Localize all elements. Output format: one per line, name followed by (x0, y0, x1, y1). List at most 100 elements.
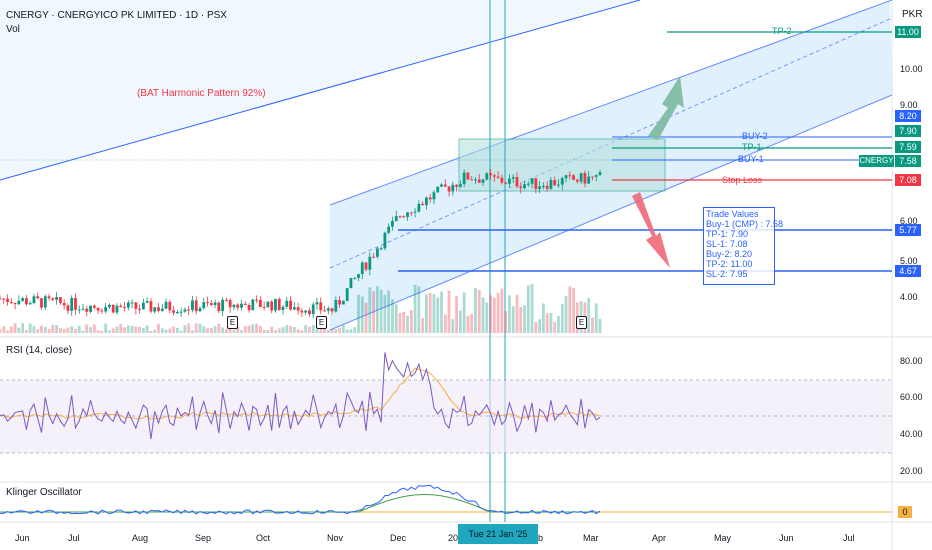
candle[interactable] (111, 304, 115, 313)
candle[interactable] (311, 304, 315, 315)
candle[interactable] (172, 310, 175, 313)
candle[interactable] (145, 301, 149, 303)
channel-lower-line[interactable] (329, 94, 893, 331)
candle[interactable] (213, 302, 217, 306)
candle[interactable] (489, 173, 492, 176)
candle[interactable] (92, 305, 96, 308)
candle[interactable] (455, 184, 459, 187)
symbol-header[interactable]: CNERGY · CNERGYICO PK LIMITED · 1D · PSX (6, 10, 227, 21)
candle[interactable] (406, 212, 409, 217)
candle[interactable] (443, 184, 447, 187)
candle[interactable] (77, 309, 81, 311)
earnings-marker[interactable]: E (576, 316, 587, 329)
rsi-label[interactable]: RSI (14, close) (6, 345, 73, 356)
candle[interactable] (575, 179, 579, 182)
candle[interactable] (492, 175, 496, 177)
candle[interactable] (164, 301, 168, 309)
candle[interactable] (323, 310, 326, 312)
candle[interactable] (149, 301, 153, 312)
candle[interactable] (357, 274, 360, 278)
candle[interactable] (428, 197, 432, 200)
candle[interactable] (228, 300, 232, 308)
candle[interactable] (251, 299, 255, 311)
rsi-ma-line[interactable] (0, 367, 601, 420)
trade-values-box[interactable]: Trade Values Buy-1 (CMP) : 7.58 TP-1: 7.… (703, 207, 783, 285)
candle[interactable] (545, 185, 549, 189)
candle[interactable] (209, 303, 213, 306)
candle[interactable] (353, 277, 357, 279)
candle[interactable] (51, 298, 55, 300)
candle[interactable] (526, 183, 530, 185)
candle[interactable] (115, 305, 119, 313)
candle[interactable] (232, 304, 236, 308)
candle[interactable] (315, 302, 319, 305)
candle[interactable] (572, 175, 575, 180)
earnings-marker[interactable]: E (316, 316, 327, 329)
candle[interactable] (300, 310, 304, 313)
candle[interactable] (130, 302, 134, 304)
candle[interactable] (206, 302, 209, 304)
candle[interactable] (157, 307, 160, 311)
candle[interactable] (375, 248, 379, 257)
candle[interactable] (451, 184, 455, 192)
candle[interactable] (594, 175, 598, 177)
candle[interactable] (153, 307, 157, 312)
candle[interactable] (462, 172, 466, 185)
candle[interactable] (32, 296, 36, 304)
candle[interactable] (387, 226, 391, 233)
candle[interactable] (568, 175, 572, 177)
candle[interactable] (175, 312, 179, 314)
candle[interactable] (126, 302, 130, 308)
candle[interactable] (266, 301, 270, 307)
candle[interactable] (511, 177, 515, 179)
candle[interactable] (338, 299, 342, 305)
candle[interactable] (243, 303, 247, 306)
candle[interactable] (281, 306, 285, 311)
candle[interactable] (508, 178, 511, 184)
candle[interactable] (187, 309, 191, 311)
candle[interactable] (85, 308, 89, 312)
candle[interactable] (481, 179, 485, 183)
candle[interactable] (194, 300, 198, 312)
klinger-label[interactable]: Klinger Oscillator (6, 487, 82, 498)
candle[interactable] (89, 305, 92, 312)
candle[interactable] (198, 308, 202, 312)
candle[interactable] (530, 178, 534, 184)
candle[interactable] (579, 173, 583, 182)
candle[interactable] (425, 197, 428, 206)
candle[interactable] (383, 232, 387, 249)
candle[interactable] (591, 176, 594, 178)
candlesticks[interactable] (0, 168, 602, 319)
candle[interactable] (13, 303, 17, 305)
candle[interactable] (553, 180, 557, 186)
candle[interactable] (440, 184, 443, 187)
candle[interactable] (296, 307, 300, 311)
candle[interactable] (168, 301, 172, 311)
candle[interactable] (274, 299, 277, 311)
candle[interactable] (240, 303, 243, 308)
candle[interactable] (6, 298, 9, 303)
candle[interactable] (277, 299, 281, 311)
candle[interactable] (458, 184, 462, 187)
candle[interactable] (183, 309, 187, 312)
candle[interactable] (549, 180, 553, 189)
candle[interactable] (413, 211, 417, 213)
candle[interactable] (221, 299, 225, 312)
rsi-line[interactable] (0, 352, 601, 439)
candle[interactable] (289, 300, 292, 310)
candle[interactable] (55, 297, 59, 300)
candle[interactable] (247, 305, 251, 311)
candle[interactable] (28, 303, 32, 305)
candle[interactable] (58, 297, 62, 303)
candle[interactable] (409, 212, 413, 214)
candle[interactable] (179, 311, 183, 313)
candle[interactable] (519, 186, 523, 189)
candle[interactable] (398, 216, 402, 218)
candle[interactable] (421, 203, 425, 206)
candle[interactable] (36, 296, 40, 299)
candle[interactable] (330, 308, 334, 312)
candle[interactable] (319, 302, 323, 311)
candle[interactable] (217, 302, 221, 312)
candle[interactable] (262, 306, 266, 308)
